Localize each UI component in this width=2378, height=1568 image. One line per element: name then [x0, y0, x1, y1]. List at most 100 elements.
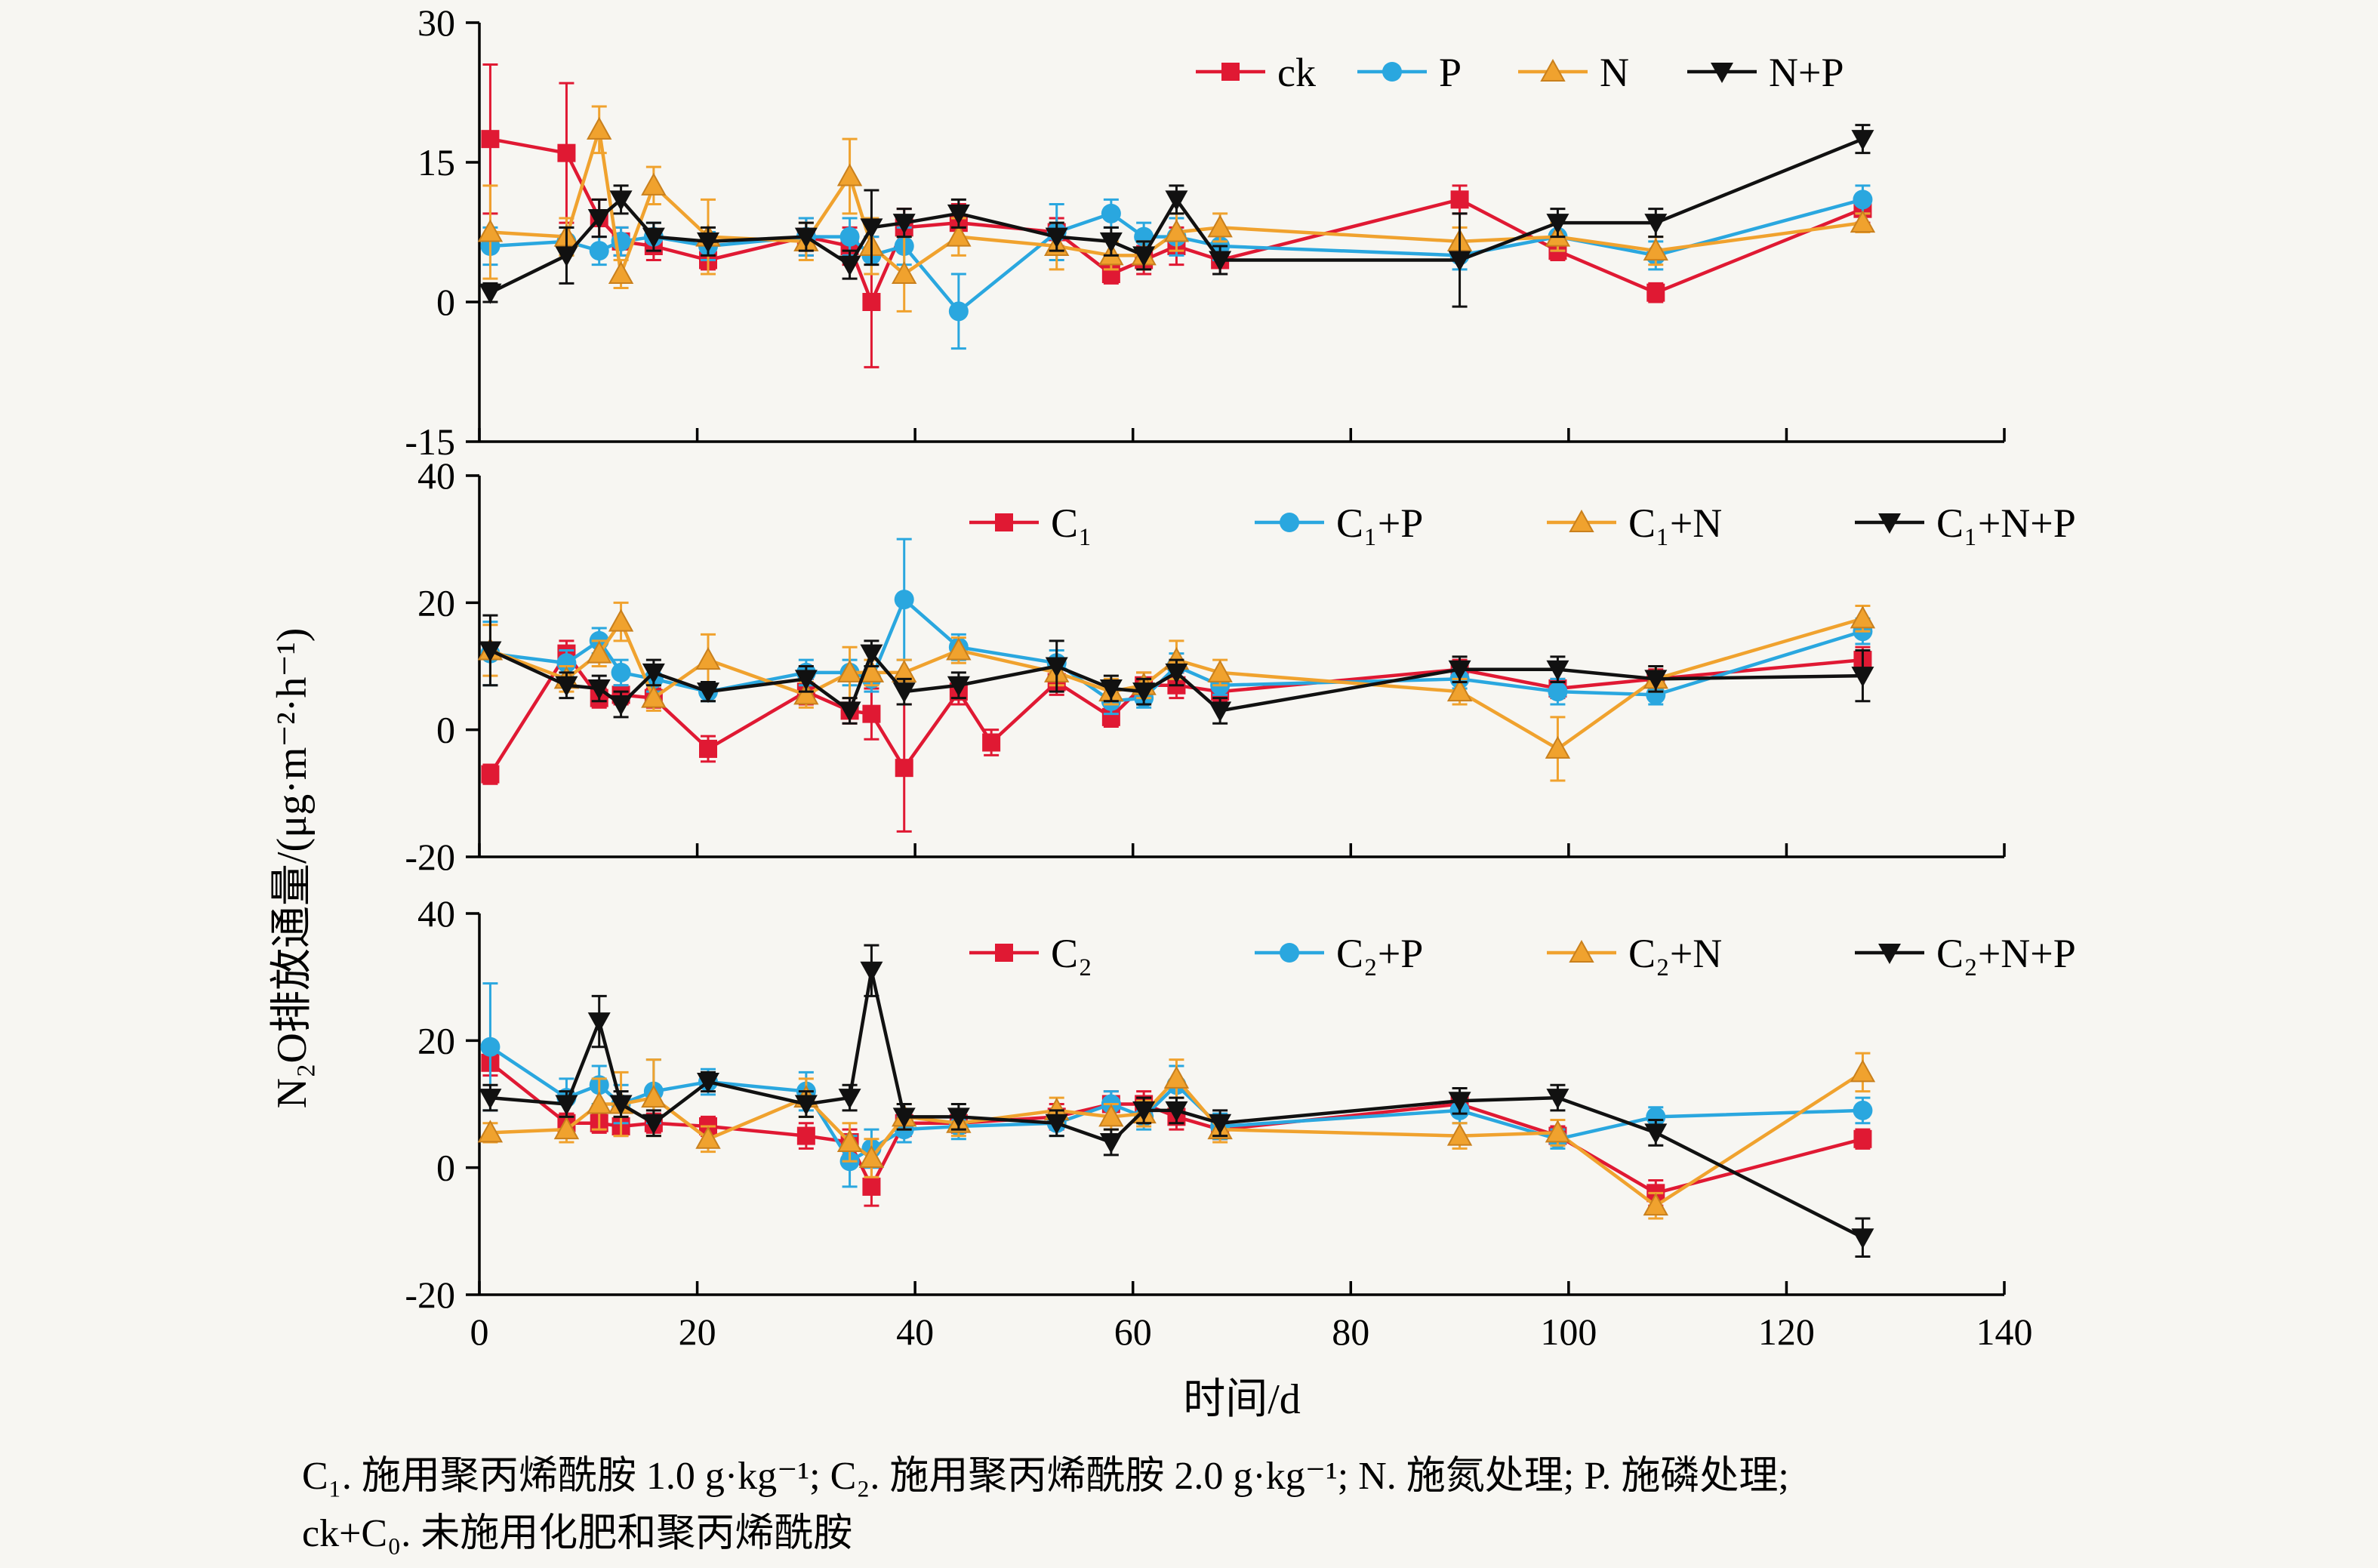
triangle-up-marker — [587, 1091, 612, 1114]
triangle-up-marker — [836, 1129, 863, 1152]
triangle-up-marker — [1545, 735, 1571, 759]
triangle-down-marker — [1132, 682, 1156, 704]
circle-marker — [611, 662, 631, 682]
triangle-down-marker — [794, 670, 818, 691]
x-tick-label: 140 — [1976, 1311, 2033, 1353]
series-line — [489, 617, 1864, 751]
triangle-up-marker — [858, 1144, 885, 1169]
circle-marker — [1853, 1100, 1873, 1120]
legend-item-C₁+N: C₁+N — [1547, 501, 1722, 546]
square-marker — [557, 143, 576, 162]
triangle-up-marker — [1850, 605, 1876, 629]
triangle-down-marker — [1165, 1101, 1188, 1122]
circle-marker — [480, 1037, 501, 1057]
triangle-down-marker — [1045, 1114, 1068, 1135]
triangle-down-marker — [1099, 1133, 1123, 1154]
series-C₁+N+P — [479, 614, 1874, 725]
legend-item-C₂: C₂ — [969, 931, 1092, 976]
triangle-down-marker — [555, 1095, 578, 1116]
y-tick-label: 30 — [417, 2, 455, 44]
circle-marker — [1382, 62, 1402, 82]
square-marker — [481, 765, 500, 784]
triangle-up-marker — [836, 659, 863, 682]
caption-line-2: ck+C₀. 未施用化肥和聚丙烯酰胺 — [302, 1512, 853, 1555]
square-marker — [862, 293, 881, 311]
triangle-down-marker — [642, 1114, 665, 1135]
triangle-down-marker — [860, 961, 883, 982]
triangle-down-marker — [1448, 1092, 1471, 1113]
legend-item-C₂+P: C₂+P — [1255, 931, 1423, 976]
legend-label: C₁ — [1051, 501, 1092, 546]
square-marker — [862, 1177, 881, 1196]
triangle-up-marker — [892, 260, 917, 284]
triangle-down-marker — [1448, 251, 1471, 272]
y-tick-label: 40 — [417, 892, 455, 935]
triangle-down-marker — [1851, 130, 1874, 151]
square-marker — [1450, 190, 1469, 209]
triangle-down-marker — [1045, 657, 1068, 678]
triangle-up-marker — [1163, 219, 1190, 242]
triangle-down-marker — [587, 209, 611, 230]
legend-label: C₂+N — [1628, 931, 1722, 976]
square-marker — [699, 739, 717, 758]
triangle-down-marker — [1546, 660, 1569, 681]
triangle-down-marker — [1711, 63, 1733, 83]
triangle-up-marker — [1207, 214, 1233, 238]
panel-2: 40 20 0 -20 C₁ C₁+P C₁+N C₁+N+P — [405, 454, 2075, 878]
legend-item-C₂+N: C₂+N — [1547, 931, 1722, 976]
triangle-down-marker — [609, 190, 633, 211]
triangle-up-marker — [1850, 210, 1876, 233]
triangle-up-marker — [1643, 1193, 1668, 1216]
triangle-down-marker — [838, 701, 861, 722]
legend-item-C₁: C₁ — [969, 501, 1092, 546]
series-line — [490, 128, 1863, 276]
triangle-up-marker — [695, 647, 721, 670]
caption-line-1: C₁. 施用聚丙烯酰胺 1.0 g·kg⁻¹; C₂. 施用聚丙烯酰胺 2.0 … — [302, 1455, 1789, 1498]
circle-marker — [948, 301, 969, 322]
square-marker — [796, 1126, 815, 1145]
triangle-down-marker — [555, 246, 578, 267]
circle-marker — [1548, 682, 1568, 702]
square-marker — [862, 704, 881, 723]
figure-caption: C₁. 施用聚丙烯酰胺 1.0 g·kg⁻¹; C₂. 施用聚丙烯酰胺 2.0 … — [302, 1448, 2303, 1563]
panel-3: 40 20 0 -20 0 20 40 60 80 100 120 140 C₂ C₂+P C₂+N C₂+N… — [405, 892, 2075, 1353]
n2o-flux-chart: N₂O排放通量/(μg·m⁻²·h⁻¹) 时间/d 30 15 0 -15 ck P N N+… — [269, 2, 2076, 1423]
triangle-up-marker — [477, 1120, 504, 1143]
circle-marker — [1280, 513, 1299, 532]
triangle-up-marker — [1643, 238, 1668, 261]
triangle-down-marker — [479, 641, 502, 662]
x-tick-label: 40 — [896, 1311, 934, 1353]
triangle-up-marker — [1207, 659, 1233, 682]
circle-marker — [589, 241, 609, 261]
y-tick-label: 0 — [436, 281, 455, 323]
triangle-up-marker — [641, 1085, 667, 1108]
legend-item-N+P: N+P — [1687, 50, 1844, 95]
square-marker — [1853, 1129, 1872, 1148]
x-tick-label: 0 — [470, 1311, 489, 1353]
y-tick-label: 0 — [436, 709, 455, 751]
triangle-up-marker — [587, 640, 612, 664]
triangle-down-marker — [838, 255, 861, 276]
legend-label: C₂ — [1051, 931, 1092, 976]
triangle-down-marker — [860, 218, 883, 239]
triangle-down-marker — [609, 1095, 633, 1116]
y-tick-label: 0 — [436, 1147, 455, 1189]
triangle-down-marker — [697, 232, 719, 253]
triangle-down-marker — [609, 695, 633, 716]
square-marker — [1646, 283, 1665, 302]
legend-item-P: P — [1357, 50, 1462, 95]
legend-label: ck — [1277, 50, 1316, 95]
triangle-down-marker — [947, 1107, 970, 1129]
y-axis-title: N₂O排放通量/(μg·m⁻²·h⁻¹) — [269, 628, 316, 1109]
triangle-down-marker — [1448, 660, 1471, 681]
legend-label: C₂+P — [1336, 931, 1423, 976]
y-tick-label: -20 — [405, 1274, 455, 1316]
triangle-down-marker — [642, 663, 665, 684]
triangle-up-marker — [946, 637, 972, 661]
triangle-up-marker — [836, 163, 863, 186]
triangle-up-marker — [608, 608, 634, 632]
x-tick-label: 80 — [1332, 1311, 1369, 1353]
x-tick-label: 20 — [679, 1311, 716, 1353]
